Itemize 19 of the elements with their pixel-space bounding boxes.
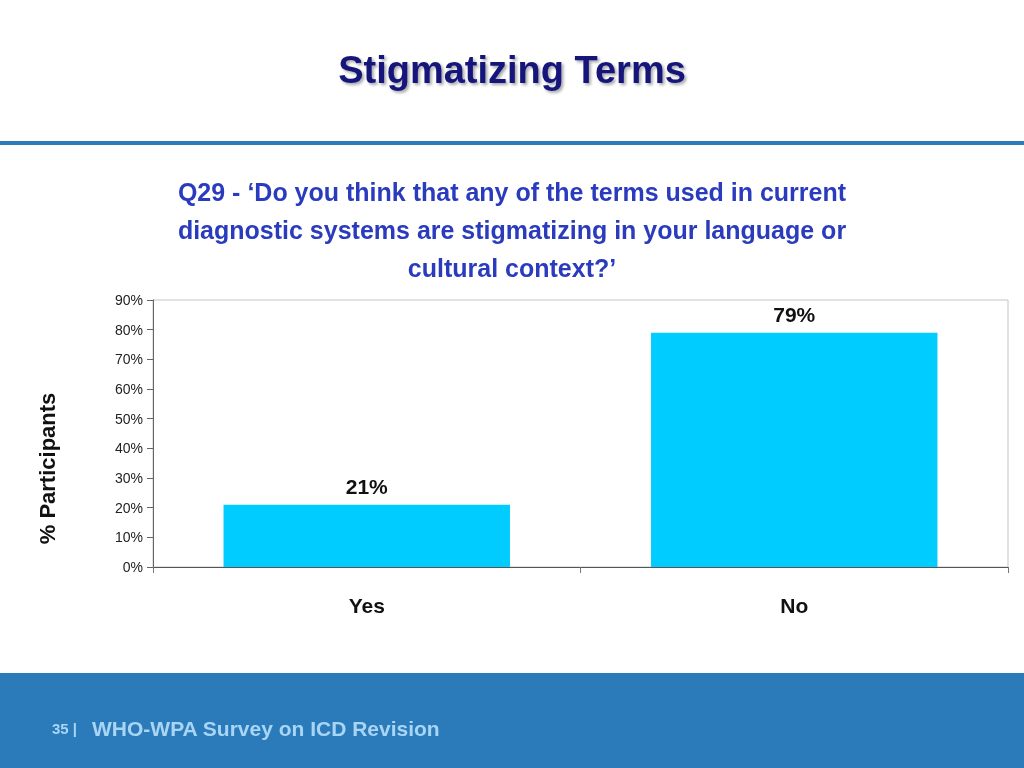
y-tick-label: 10% — [114, 529, 143, 546]
chart-subtitle: Q29 - ‘Do you think that any of the terms used in current diagnostic systems are stigmatizing in your language or cultural context?’ — [170, 178, 854, 282]
y-tick-label: 70% — [114, 351, 143, 368]
y-tick-label: 20% — [114, 499, 143, 516]
y-tick-label: 0% — [122, 559, 143, 575]
x-tick-label: No — [780, 594, 809, 617]
y-tick-label: 30% — [114, 470, 143, 486]
y-tick-label: 50% — [114, 410, 143, 427]
y-tick-label: 40% — [114, 440, 143, 457]
text: 35 | — [52, 719, 78, 737]
y-tick-label: 60% — [114, 381, 143, 397]
y-tick-label: 90% — [114, 292, 143, 308]
data-label: 21% — [345, 474, 389, 498]
data-label: 79% — [773, 302, 816, 326]
chart-title: Stigmatizing Terms — [338, 49, 686, 91]
text: WHO-WPA Survey on ICD Revision — [92, 716, 440, 740]
y-tick-label: 80% — [114, 321, 143, 338]
x-tick-label: Yes — [348, 594, 385, 617]
y-axis-title: % Participants — [34, 392, 60, 545]
